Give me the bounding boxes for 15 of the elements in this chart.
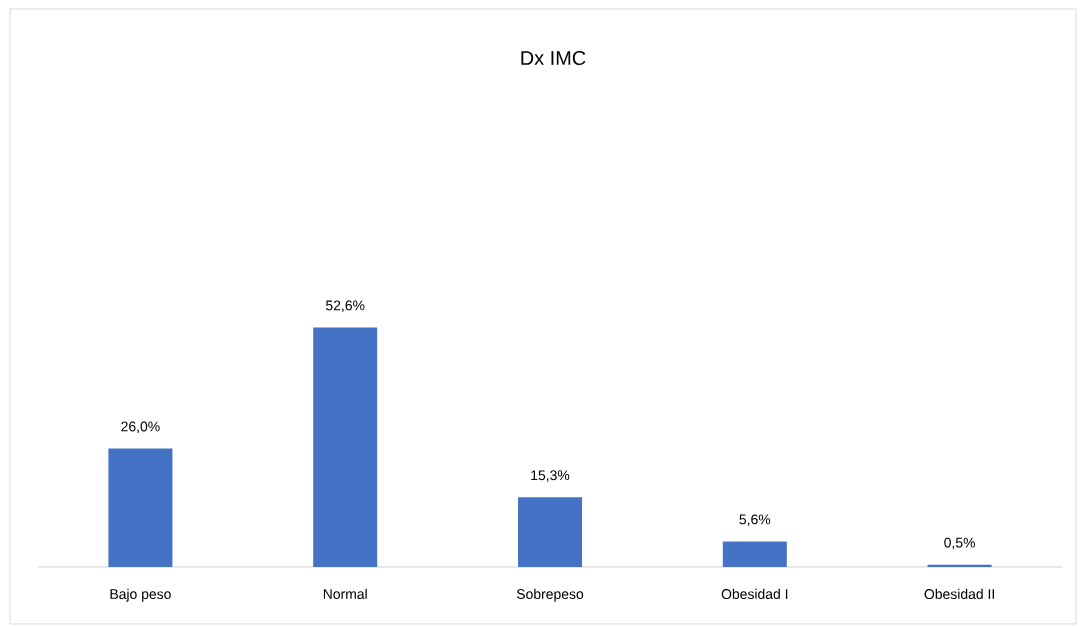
bar	[722, 541, 787, 567]
bar	[108, 448, 173, 567]
x-tick-label: Bajo peso	[110, 588, 171, 602]
x-tick-label: Sobrepeso	[516, 588, 584, 602]
x-tick-label: Normal	[323, 588, 367, 599]
chart-title: Dx IMC	[521, 50, 586, 66]
x-tick-label: Obesidad II	[924, 588, 994, 599]
bar	[518, 497, 583, 567]
data-label: 5,6%	[739, 514, 771, 526]
data-label: 15,3%	[531, 470, 570, 482]
data-label: 26,0%	[121, 421, 160, 434]
data-label: 0,5%	[944, 537, 975, 550]
data-label: 52,6%	[326, 300, 365, 312]
x-tick-label: Obesidad I	[721, 588, 788, 599]
bar	[313, 327, 378, 567]
